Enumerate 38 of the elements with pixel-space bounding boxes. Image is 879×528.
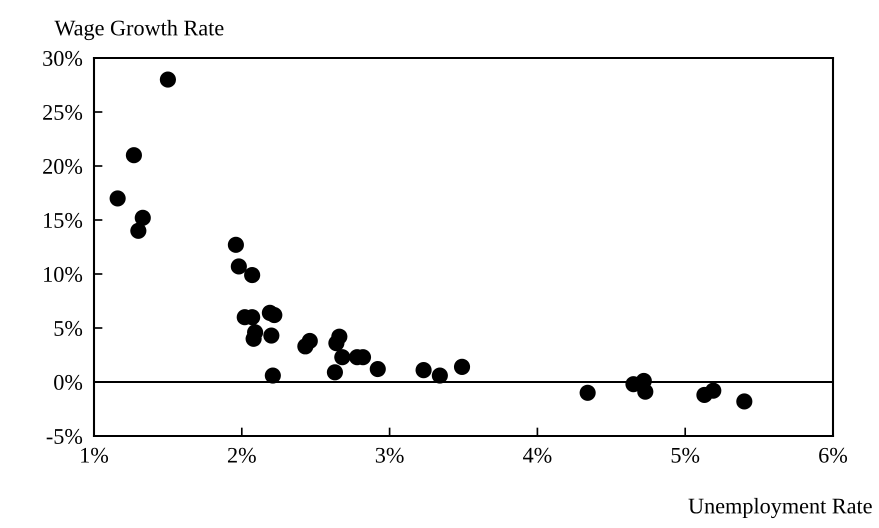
point [134, 210, 151, 226]
x-axis-title: Unemployment Rate [688, 498, 872, 518]
x-tick-label: 4% [523, 448, 552, 463]
point [228, 236, 244, 253]
point [637, 384, 654, 400]
point [130, 222, 146, 239]
y-tick-label: 30% [43, 50, 82, 66]
x-tick-label: 1% [81, 448, 108, 463]
y-tick-label: 15% [44, 212, 82, 228]
point [334, 349, 350, 366]
x-tick-label: 5% [672, 448, 700, 463]
y-tick-label: 10% [44, 266, 82, 282]
y-tick-label: 20% [43, 158, 82, 174]
x-tick-label: 2% [228, 448, 256, 463]
y-tick-label: 5% [54, 320, 82, 336]
y-tick-label: -5% [46, 428, 82, 444]
point [160, 72, 176, 88]
point [230, 258, 247, 275]
point [110, 190, 126, 206]
point [263, 327, 280, 344]
x-tick-label: 3% [376, 448, 404, 463]
point [331, 328, 348, 345]
point [736, 393, 752, 410]
point [705, 382, 722, 399]
point [416, 362, 432, 378]
point [454, 358, 470, 375]
point [326, 364, 343, 380]
point [264, 367, 281, 384]
x-tick-label: 6% [819, 448, 848, 463]
point [580, 384, 596, 401]
y-axis-title: Wage Growth Rate [54, 20, 224, 40]
point [244, 267, 260, 284]
point [432, 367, 448, 384]
y-tick-label: 0% [54, 374, 82, 390]
point [370, 360, 386, 378]
y-tick-label: 25% [43, 104, 82, 120]
point [126, 147, 142, 164]
point [302, 332, 318, 350]
